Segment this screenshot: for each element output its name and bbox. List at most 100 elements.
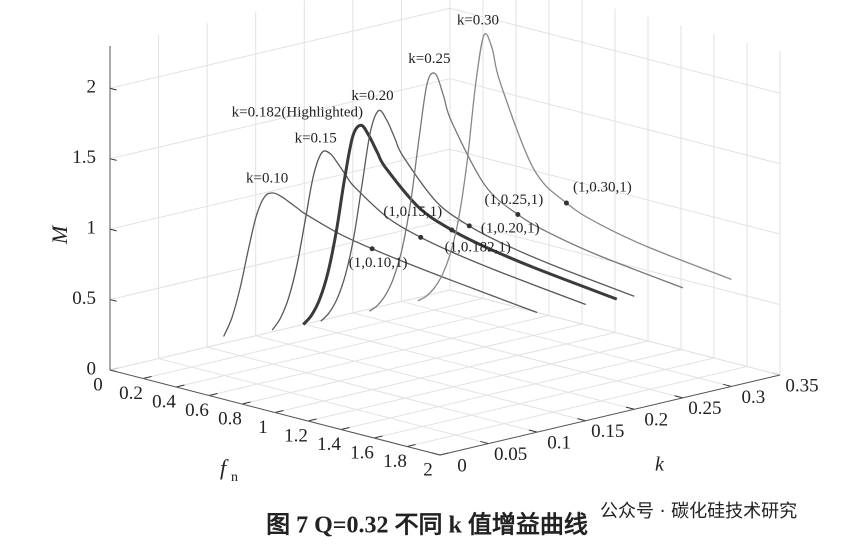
floor-grid-line: [401, 300, 732, 387]
z-tick: [109, 228, 117, 232]
marker-label: (1,0.182,1): [445, 239, 511, 255]
floor-grid-line: [406, 366, 748, 447]
z-tick-label: 2: [87, 77, 97, 98]
x-tick-label: 0: [93, 374, 103, 395]
series-line: [417, 33, 732, 302]
y-tick: [577, 418, 586, 422]
x-tick-label: 1.2: [284, 425, 308, 446]
wall-grid-line: [109, 219, 451, 301]
caption: 图 7 Q=0.32 不同 k 值增益曲线: [266, 511, 588, 539]
z-tick: [109, 87, 117, 91]
y-tick-label: 0.15: [591, 421, 624, 442]
floor-grid-line: [274, 332, 616, 413]
z-tick-label: 1.5: [72, 147, 96, 168]
y-tick-label: 0.2: [644, 410, 668, 431]
floor-grid-line: [352, 312, 683, 399]
x-axis-label: f: [220, 455, 229, 480]
series-line: [302, 123, 618, 326]
wall-grid-line: [109, 78, 451, 160]
x-tick: [373, 435, 383, 439]
marker-point: [466, 223, 472, 229]
y-tick: [480, 440, 489, 445]
y-tick-label: 0.1: [547, 433, 571, 454]
y-tick-label: 0.35: [785, 375, 818, 396]
marker-point: [563, 200, 569, 206]
wall-grid-line: [449, 148, 781, 235]
y-tick: [674, 395, 683, 399]
floor-grid-line: [340, 349, 682, 430]
z-tick: [109, 158, 117, 161]
floor-grid-line: [255, 335, 586, 422]
floor-grid-line: [304, 323, 635, 410]
x-tick-label: 1.8: [383, 451, 407, 472]
floor-grid-line: [175, 306, 517, 388]
z-tick-label: 0: [87, 358, 97, 379]
marker-label: (1,0.25,1): [484, 192, 543, 208]
wall-grid-line: [109, 289, 451, 371]
floor-grid-line: [158, 358, 489, 445]
y-tick: [528, 429, 538, 433]
x-tick-label: 1: [258, 417, 268, 438]
axis-line: [439, 374, 781, 456]
marker-point: [418, 234, 424, 240]
floor-grid-line: [241, 323, 583, 405]
floor-grid-line: [207, 346, 538, 433]
wall-grid-line: [449, 289, 781, 376]
series-label: k=0.25: [408, 51, 450, 67]
y-tick-label: 0.25: [688, 398, 721, 419]
series-label: k=0.20: [351, 88, 393, 104]
y-tick-label: 0.05: [494, 444, 527, 465]
y-axis-label: k: [655, 454, 665, 476]
x-tick-label: 0.2: [119, 383, 143, 404]
series-label: k=0.182(Highlighted): [232, 105, 363, 121]
series-line: [271, 150, 586, 331]
floor-grid-line: [373, 357, 715, 439]
x-tick: [241, 401, 251, 405]
marker-point: [515, 211, 521, 217]
marker-point: [449, 227, 455, 233]
series-label: k=0.10: [246, 170, 288, 186]
marker-point: [369, 246, 375, 252]
floor-grid-line: [307, 340, 649, 422]
x-tick-label: 0.6: [185, 400, 209, 421]
watermark: 公众号 · 碳化硅技术研究: [600, 501, 797, 522]
wall-grid-line: [109, 148, 451, 230]
floor-grid-line: [142, 298, 484, 379]
grid: [109, 0, 781, 456]
x-tick: [175, 384, 185, 388]
x-tick-label: 2: [423, 459, 433, 480]
y-tick-label: 0.3: [742, 387, 766, 408]
axis-line: [109, 369, 441, 456]
x-axis-label-sub: n: [231, 470, 238, 485]
wall-grid-line: [449, 78, 781, 165]
x-tick-label: 1.6: [350, 442, 374, 463]
x-tick: [307, 418, 317, 422]
y-tick-label: 0: [457, 455, 467, 476]
series-label: k=0.15: [295, 130, 337, 146]
floor-grid-line: [208, 315, 550, 396]
marker-label: (1,0.20,1): [481, 220, 540, 236]
x-tick-label: 0.8: [218, 408, 242, 429]
x-tick-label: 0.4: [152, 391, 176, 412]
x-tick: [406, 444, 416, 447]
x-tick: [340, 427, 350, 430]
marker-label: (1,0.10,1): [349, 255, 408, 271]
series-line: [223, 192, 538, 337]
z-tick-label: 1: [87, 217, 97, 238]
z-tick: [109, 299, 117, 302]
x-tick-label: 1.4: [317, 434, 341, 455]
y-tick: [723, 383, 732, 387]
x-tick: [208, 393, 218, 396]
y-tick: [625, 406, 635, 410]
x-tick: [274, 410, 284, 413]
series-line: [368, 72, 684, 312]
series-line: [320, 109, 635, 322]
x-tick: [142, 376, 152, 379]
marker-label: (1,0.30,1): [573, 179, 632, 195]
wall-grid-line: [109, 7, 451, 89]
series-label: k=0.30: [457, 13, 499, 29]
z-tick-label: 0.5: [72, 288, 96, 309]
wall-grid-line: [449, 7, 781, 94]
